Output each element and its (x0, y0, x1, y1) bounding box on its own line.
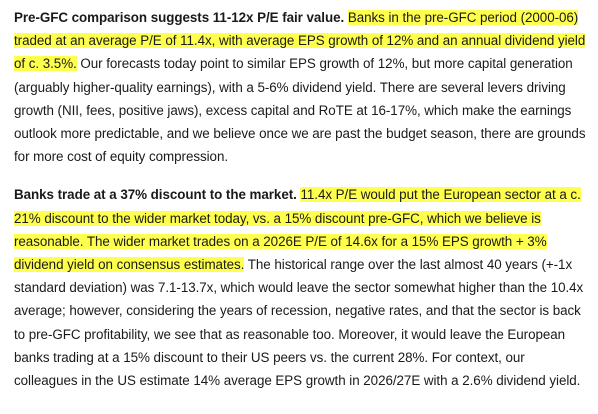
paragraph-lead-heading: Pre-GFC comparison suggests 11-12x P/E f… (14, 10, 345, 25)
paragraph-body-text: Our forecasts today point to similar EPS… (14, 56, 586, 165)
paragraph-body-text: The historical range over the last almos… (14, 257, 584, 389)
paragraph-lead-heading: Banks trade at a 37% discount to the mar… (14, 187, 297, 203)
paragraph-market-discount: Banks trade at a 37% discount to the mar… (14, 183, 590, 392)
paragraph-pre-gfc-comparison: Pre-GFC comparison suggests 11-12x P/E f… (14, 6, 590, 168)
